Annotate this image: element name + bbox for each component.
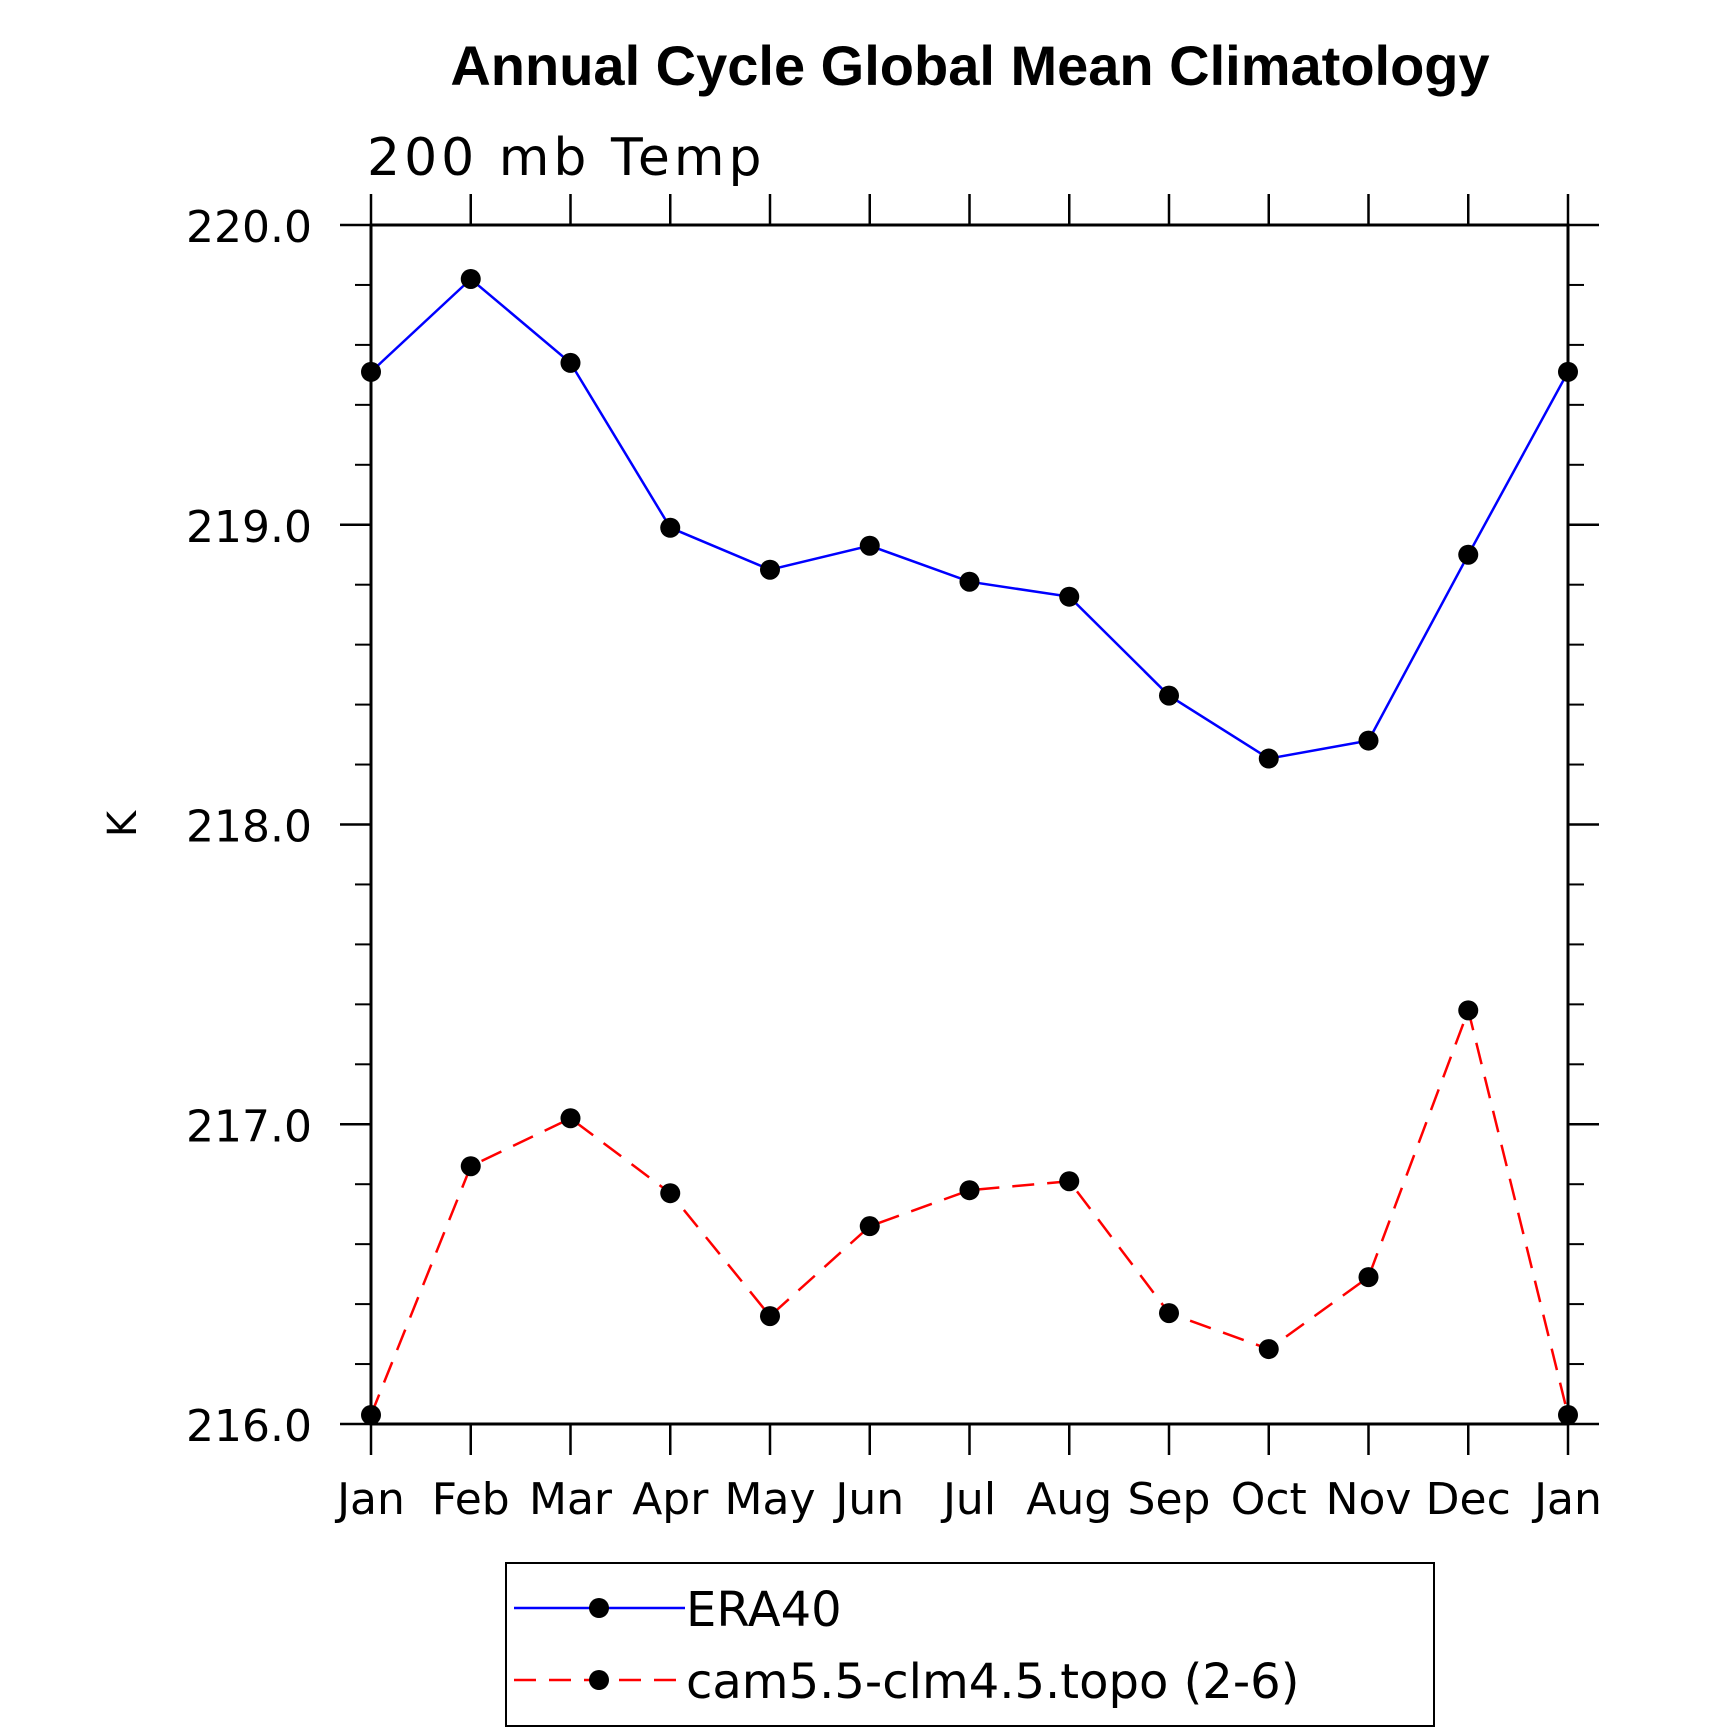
data-point <box>560 1108 581 1129</box>
data-point <box>1258 748 1279 769</box>
data-point <box>660 1183 681 1204</box>
data-point <box>660 517 681 538</box>
y-tick-labels: 216.0 217.0 218.0 219.0 220.0 <box>186 202 312 1452</box>
x-tick-label: Feb <box>432 1474 510 1525</box>
data-point <box>1458 1000 1479 1021</box>
x-tick-label: Jun <box>832 1474 904 1525</box>
major-ticks <box>340 194 1599 1455</box>
y-tick-label: 218.0 <box>186 802 312 853</box>
x-tick-label: Dec <box>1426 1474 1511 1525</box>
data-point <box>1059 1171 1080 1192</box>
x-tick-label: Oct <box>1231 1474 1307 1525</box>
data-point <box>460 1156 481 1177</box>
data-point <box>1159 685 1179 706</box>
series-line-0 <box>370 277 1570 760</box>
legend-marker-era40 <box>589 1598 609 1618</box>
chart-subtitle: 200 mb Temp <box>367 128 766 188</box>
x-tick-label: Jan <box>1531 1474 1602 1525</box>
data-point <box>760 1306 780 1327</box>
legend-label-cam: cam5.5-clm4.5.topo (2-6) <box>686 1654 1299 1710</box>
data-point <box>1159 1303 1179 1324</box>
data-point <box>859 535 880 556</box>
data-point <box>959 571 980 592</box>
legend-label-era40: ERA40 <box>686 1582 842 1638</box>
y-tick-label: 216.0 <box>186 1401 312 1452</box>
data-point <box>560 352 581 373</box>
y-tick-label: 217.0 <box>186 1101 312 1152</box>
x-tick-label: Jan <box>334 1474 405 1525</box>
y-tick-label: 219.0 <box>186 502 312 553</box>
minor-ticks <box>355 283 1584 1366</box>
chart-title: Annual Cycle Global Mean Climatology <box>450 34 1489 97</box>
x-tick-label: Sep <box>1128 1474 1211 1525</box>
x-tick-label: Nov <box>1326 1474 1412 1525</box>
x-tick-label: Jul <box>940 1474 996 1525</box>
plot-frame <box>369 223 1570 1426</box>
data-point <box>959 1180 980 1201</box>
x-tick-label: Aug <box>1026 1474 1112 1525</box>
y-axis-label: K <box>100 809 146 837</box>
legend-box <box>505 1562 1435 1727</box>
data-point <box>760 559 780 580</box>
data-point <box>460 268 481 289</box>
x-tick-label: Mar <box>529 1474 613 1525</box>
data-point <box>1358 1267 1379 1288</box>
data-point <box>1458 544 1479 565</box>
legend: ERA40 cam5.5-clm4.5.topo (2-6) <box>505 1562 1435 1727</box>
x-tick-label: Apr <box>632 1474 709 1525</box>
legend-marker-cam <box>589 1670 609 1690</box>
data-point <box>859 1216 880 1237</box>
x-tick-labels: Jan Feb Mar Apr May Jun Jul Aug Sep Oct Nov Dec Jan <box>334 1474 1602 1525</box>
y-tick-label: 220.0 <box>186 202 312 253</box>
data-point <box>1358 730 1379 751</box>
data-point <box>1258 1339 1279 1360</box>
x-tick-label: May <box>725 1474 816 1525</box>
data-point <box>1059 586 1080 607</box>
series-layer <box>361 268 1578 1426</box>
series-line-1 <box>369 1006 1570 1416</box>
